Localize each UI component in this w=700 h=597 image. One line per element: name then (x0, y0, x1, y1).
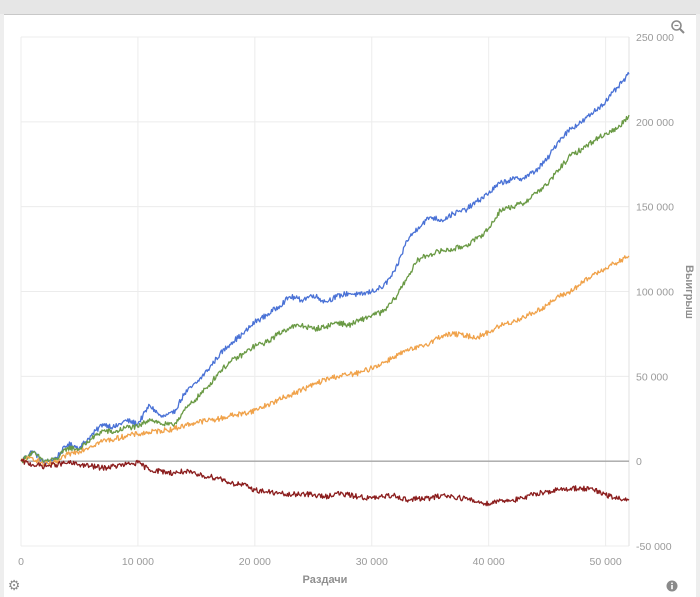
magnifier-zoom-icon[interactable] (670, 19, 686, 35)
x-axis-title: Раздачи (303, 574, 348, 586)
x-tick-label: 10 000 (122, 556, 154, 568)
gear-icon[interactable]: ⚙ (7, 576, 21, 593)
x-tick-label: 0 (18, 556, 24, 568)
y-tick-label: 200 000 (636, 117, 674, 129)
y-axis-title: Выигрыш (683, 265, 695, 319)
window-top-border (0, 0, 700, 15)
y-tick-labels: -50 000 0 50 000 100 000 150 000 200 000 250 0… (636, 32, 674, 553)
window-right-border (696, 14, 700, 597)
y-tick-label: 50 000 (636, 371, 668, 383)
x-tick-labels: 0 10 000 20 000 30 000 40 000 50 000 (18, 556, 622, 568)
series-line-3[interactable] (20, 255, 630, 467)
info-icon[interactable] (666, 580, 678, 592)
series-line-1[interactable] (20, 71, 630, 465)
series-line-4[interactable] (20, 458, 630, 507)
x-tick-label: 20 000 (239, 556, 271, 568)
y-tick-label: 0 (636, 456, 642, 468)
y-tick-label: 150 000 (636, 202, 674, 214)
series-lines (20, 71, 630, 507)
series-line-2[interactable] (20, 114, 630, 464)
window-left-border (0, 14, 4, 597)
x-tick-label: 40 000 (473, 556, 505, 568)
y-tick-label: 100 000 (636, 287, 674, 299)
x-tick-label: 30 000 (356, 556, 388, 568)
y-tick-label: -50 000 (636, 541, 672, 553)
x-tick-label: 50 000 (590, 556, 622, 568)
y-tick-label: 250 000 (636, 32, 674, 44)
grid-lines (20, 36, 630, 547)
